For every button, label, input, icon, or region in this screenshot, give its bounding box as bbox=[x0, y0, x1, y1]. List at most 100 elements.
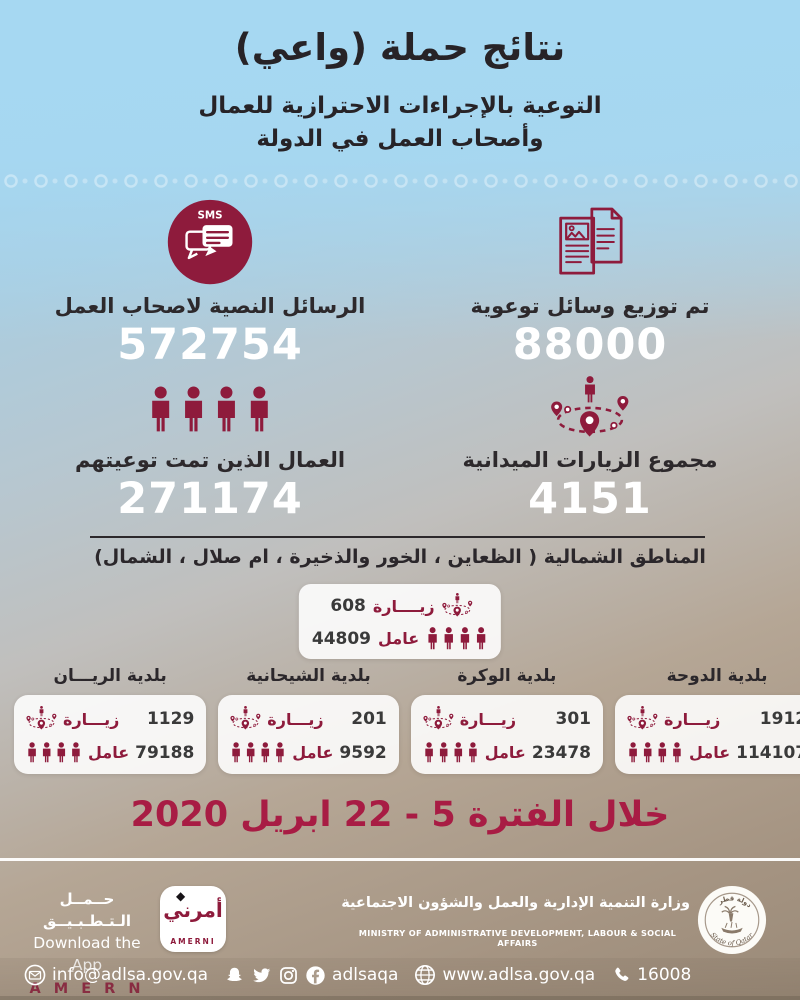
campaign-period: خلال الفترة 5 - 22 ابريل 2020 bbox=[130, 795, 670, 835]
phone-icon bbox=[611, 965, 631, 985]
visits-unit-label: زيـــارة bbox=[459, 709, 517, 729]
workers-count: 44809 bbox=[311, 628, 372, 649]
workers-unit-label: عامل bbox=[378, 629, 420, 648]
workers-unit-label: عامل bbox=[88, 743, 130, 762]
northern-workers-row: 44809 عامل bbox=[312, 627, 488, 650]
instagram-icon[interactable] bbox=[278, 965, 299, 986]
municipality-wakra: بلدية الوكرة زيـــارة 301 عامل 23478 bbox=[410, 666, 604, 774]
visits-icon bbox=[26, 706, 57, 732]
workers-count: 114107 bbox=[736, 742, 800, 763]
municipality-rayyan: بلدية الريـــان زيـــارة 1129 عامل 79188 bbox=[14, 666, 207, 774]
workers-count: 9592 bbox=[339, 742, 387, 763]
snapchat-icon[interactable] bbox=[224, 965, 245, 986]
workers-icon bbox=[627, 742, 683, 763]
footer-divider-line bbox=[0, 858, 800, 861]
workers-row: عامل 114107 bbox=[627, 742, 800, 763]
visits-count: 1912 bbox=[759, 709, 800, 729]
visits-count: 201 bbox=[351, 709, 387, 729]
flyers-icon bbox=[546, 196, 634, 288]
subtitle-line-2: وأصحاب العمل في الدولة bbox=[256, 126, 544, 152]
app-download-block: حــمــل الـتـطـبـيــق Download the App A… bbox=[22, 888, 152, 1000]
website-url[interactable]: www.adlsa.gov.qa bbox=[442, 965, 596, 985]
diamond-icon: ◆ bbox=[176, 889, 186, 903]
stat-workers-reached: العمال الذين تمت توعيتهم 271174 bbox=[40, 376, 380, 524]
workers-unit-label: عامل bbox=[689, 743, 731, 762]
workers-icon bbox=[423, 742, 479, 763]
stat-value: 4151 bbox=[528, 474, 652, 524]
stat-label: مجموع الزيارات الميدانية bbox=[462, 448, 718, 472]
visits-row: زيـــارة 301 bbox=[423, 706, 591, 732]
visits-unit-label: زيــــارة bbox=[372, 596, 435, 616]
stat-label: تم توزيع وسائل توعوية bbox=[470, 294, 710, 318]
download-app-arabic: حــمــل الـتـطـبـيــق bbox=[42, 890, 132, 930]
app-name: A M E R N I bbox=[22, 978, 152, 1000]
social-handle[interactable]: adlsaqa bbox=[332, 965, 399, 985]
stat-field-visits: مجموع الزيارات الميدانية 4151 bbox=[420, 376, 760, 524]
stat-label: العمال الذين تمت توعيتهم bbox=[74, 448, 346, 472]
stat-sms-messages: SMS الرسائل النصية لاصحاب العمل 572754 bbox=[40, 196, 380, 370]
twitter-icon[interactable] bbox=[251, 965, 272, 986]
workers-unit-label: عامل bbox=[292, 743, 334, 762]
qatar-state-emblem: دولة قطر State of Qatar bbox=[696, 884, 768, 960]
municipality-name: بلدية الشيحانية bbox=[246, 666, 371, 686]
municipality-name: بلدية الدوحة bbox=[666, 666, 768, 686]
municipality-name: بلدية الوكرة bbox=[457, 666, 557, 686]
municipality-doha: بلدية الدوحة زيـــارة 1912 عامل 114107 bbox=[615, 666, 800, 774]
ministry-name-english: MINISTRY OF ADMINISTRATIVE DEVELOPMENT, … bbox=[358, 928, 677, 948]
email-address[interactable]: info@adlsa.gov.qa bbox=[52, 965, 209, 985]
page-subtitle: التوعية بالإجراءات الاحترازية للعمال وأص… bbox=[0, 90, 800, 156]
stat-value: 572754 bbox=[117, 320, 303, 370]
section-divider-line bbox=[90, 536, 705, 538]
workers-unit-label: عامل bbox=[484, 743, 526, 762]
app-logo-arabic: أمرني bbox=[163, 898, 223, 922]
visits-row: زيـــارة 201 bbox=[230, 706, 387, 732]
workers-row: عامل 23478 bbox=[423, 742, 591, 763]
stats-grid: SMS الرسائل النصية لاصحاب العمل 572754 bbox=[40, 196, 760, 524]
municipality-card: زيـــارة 201 عامل 9592 bbox=[218, 695, 399, 774]
visits-count: 608 bbox=[330, 596, 366, 616]
stat-value: 271174 bbox=[117, 474, 303, 524]
sms-icon: SMS bbox=[165, 196, 255, 288]
visits-row: زيـــارة 1129 bbox=[26, 706, 194, 732]
visits-unit-label: زيـــارة bbox=[267, 709, 324, 729]
visits-icon bbox=[423, 706, 454, 732]
globe-icon bbox=[414, 964, 436, 986]
phone-number[interactable]: 16008 bbox=[637, 965, 692, 985]
visits-count: 301 bbox=[555, 709, 592, 729]
ornament-pattern-band bbox=[0, 170, 800, 192]
visits-row: زيـــارة 1912 bbox=[627, 706, 800, 732]
northern-visits-row: 608 زيــــارة bbox=[312, 593, 488, 619]
workers-row: عامل 9592 bbox=[230, 742, 387, 763]
municipalities-row: بلدية الريـــان زيـــارة 1129 عامل 79188… bbox=[14, 666, 800, 774]
visits-icon bbox=[442, 593, 473, 619]
municipality-card: زيـــارة 1912 عامل 114107 bbox=[615, 695, 800, 774]
ministry-name-arabic: وزارة التنمية الإدارية والعمل والشؤون ال… bbox=[341, 895, 690, 911]
municipality-card: زيـــارة 1129 عامل 79188 bbox=[14, 695, 207, 774]
municipality-card: زيـــارة 301 عامل 23478 bbox=[410, 695, 604, 774]
northern-regions-title: المناطق الشمالية ( الظعاين ، الخور والذخ… bbox=[94, 546, 706, 568]
visits-unit-label: زيـــارة bbox=[63, 709, 120, 729]
visits-icon bbox=[230, 706, 261, 732]
facebook-icon[interactable] bbox=[305, 965, 326, 986]
workers-icon bbox=[230, 742, 286, 763]
stat-awareness-materials: تم توزيع وسائل توعوية 88000 bbox=[420, 196, 760, 370]
workers-count: 23478 bbox=[531, 742, 592, 763]
app-logo-english: AMERNI bbox=[170, 937, 216, 946]
workers-row: عامل 79188 bbox=[26, 742, 194, 763]
workers-icon bbox=[426, 627, 488, 650]
email-icon bbox=[24, 964, 46, 986]
visits-unit-label: زيـــارة bbox=[664, 709, 721, 729]
stat-value: 88000 bbox=[512, 320, 668, 370]
workers-icon bbox=[26, 742, 82, 763]
field-visits-icon bbox=[550, 376, 630, 442]
amerni-app-icon[interactable]: ◆ أمرني AMERNI bbox=[160, 886, 226, 952]
subtitle-line-1: التوعية بالإجراءات الاحترازية للعمال bbox=[198, 93, 602, 119]
page-title: نتائج حملة (واعي) bbox=[234, 26, 566, 69]
visits-icon bbox=[627, 706, 658, 732]
contact-bar: info@adlsa.gov.qa bbox=[0, 958, 800, 1000]
workers-icon bbox=[147, 376, 273, 442]
municipality-name: بلدية الريـــان bbox=[53, 666, 167, 686]
workers-count: 79188 bbox=[135, 742, 195, 763]
sms-icon-label: SMS bbox=[197, 210, 222, 222]
